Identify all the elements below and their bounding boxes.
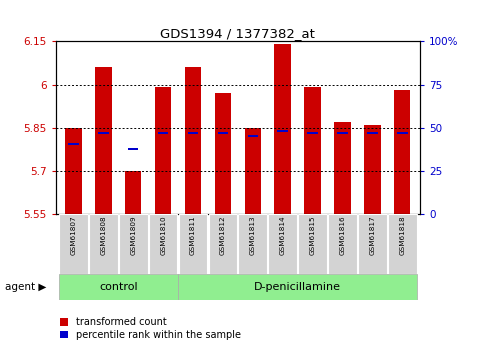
Bar (304, 87, 321, 214)
Bar (328, 214, 357, 274)
Bar (364, 125, 381, 214)
Bar (98, 131, 109, 134)
Bar (179, 214, 207, 274)
Bar (215, 93, 231, 214)
Legend: transformed count, percentile rank within the sample: transformed count, percentile rank withi… (60, 317, 241, 340)
Text: GSM61813: GSM61813 (250, 216, 256, 255)
Text: GSM61811: GSM61811 (190, 216, 196, 255)
Bar (125, 171, 142, 214)
Text: GSM61815: GSM61815 (310, 216, 315, 255)
Text: GSM61818: GSM61818 (399, 216, 405, 255)
Text: control: control (99, 282, 138, 292)
Bar (128, 148, 139, 150)
Bar (58, 274, 178, 300)
Bar (397, 132, 408, 134)
Text: GSM61816: GSM61816 (340, 216, 345, 255)
Bar (185, 67, 201, 214)
Text: GSM61810: GSM61810 (160, 216, 166, 255)
Text: GSM61814: GSM61814 (280, 216, 286, 255)
Text: GSM61817: GSM61817 (369, 216, 375, 255)
Bar (95, 67, 112, 214)
Bar (244, 128, 261, 214)
Bar (59, 214, 88, 274)
Text: agent ▶: agent ▶ (5, 282, 46, 292)
Bar (188, 132, 199, 134)
Text: GSM61808: GSM61808 (100, 216, 106, 255)
Bar (274, 44, 291, 214)
Text: GSM61812: GSM61812 (220, 216, 226, 255)
Bar (119, 214, 148, 274)
Bar (155, 87, 171, 214)
Title: GDS1394 / 1377382_at: GDS1394 / 1377382_at (160, 27, 315, 40)
Bar (269, 214, 297, 274)
Text: D-penicillamine: D-penicillamine (254, 282, 341, 292)
Bar (149, 214, 177, 274)
Bar (367, 132, 378, 134)
Bar (239, 214, 267, 274)
Bar (388, 214, 417, 274)
Bar (89, 214, 118, 274)
Bar (218, 132, 228, 134)
Bar (394, 90, 411, 214)
Bar (158, 132, 169, 134)
Bar (277, 129, 288, 131)
Bar (178, 274, 417, 300)
Text: GSM61809: GSM61809 (130, 216, 136, 255)
Bar (298, 214, 327, 274)
Bar (358, 214, 387, 274)
Bar (65, 128, 82, 214)
Bar (334, 122, 351, 214)
Bar (337, 132, 348, 134)
Bar (209, 214, 237, 274)
Bar (248, 135, 258, 137)
Bar (307, 132, 318, 134)
Bar (68, 143, 79, 145)
Text: GSM61807: GSM61807 (71, 216, 76, 255)
